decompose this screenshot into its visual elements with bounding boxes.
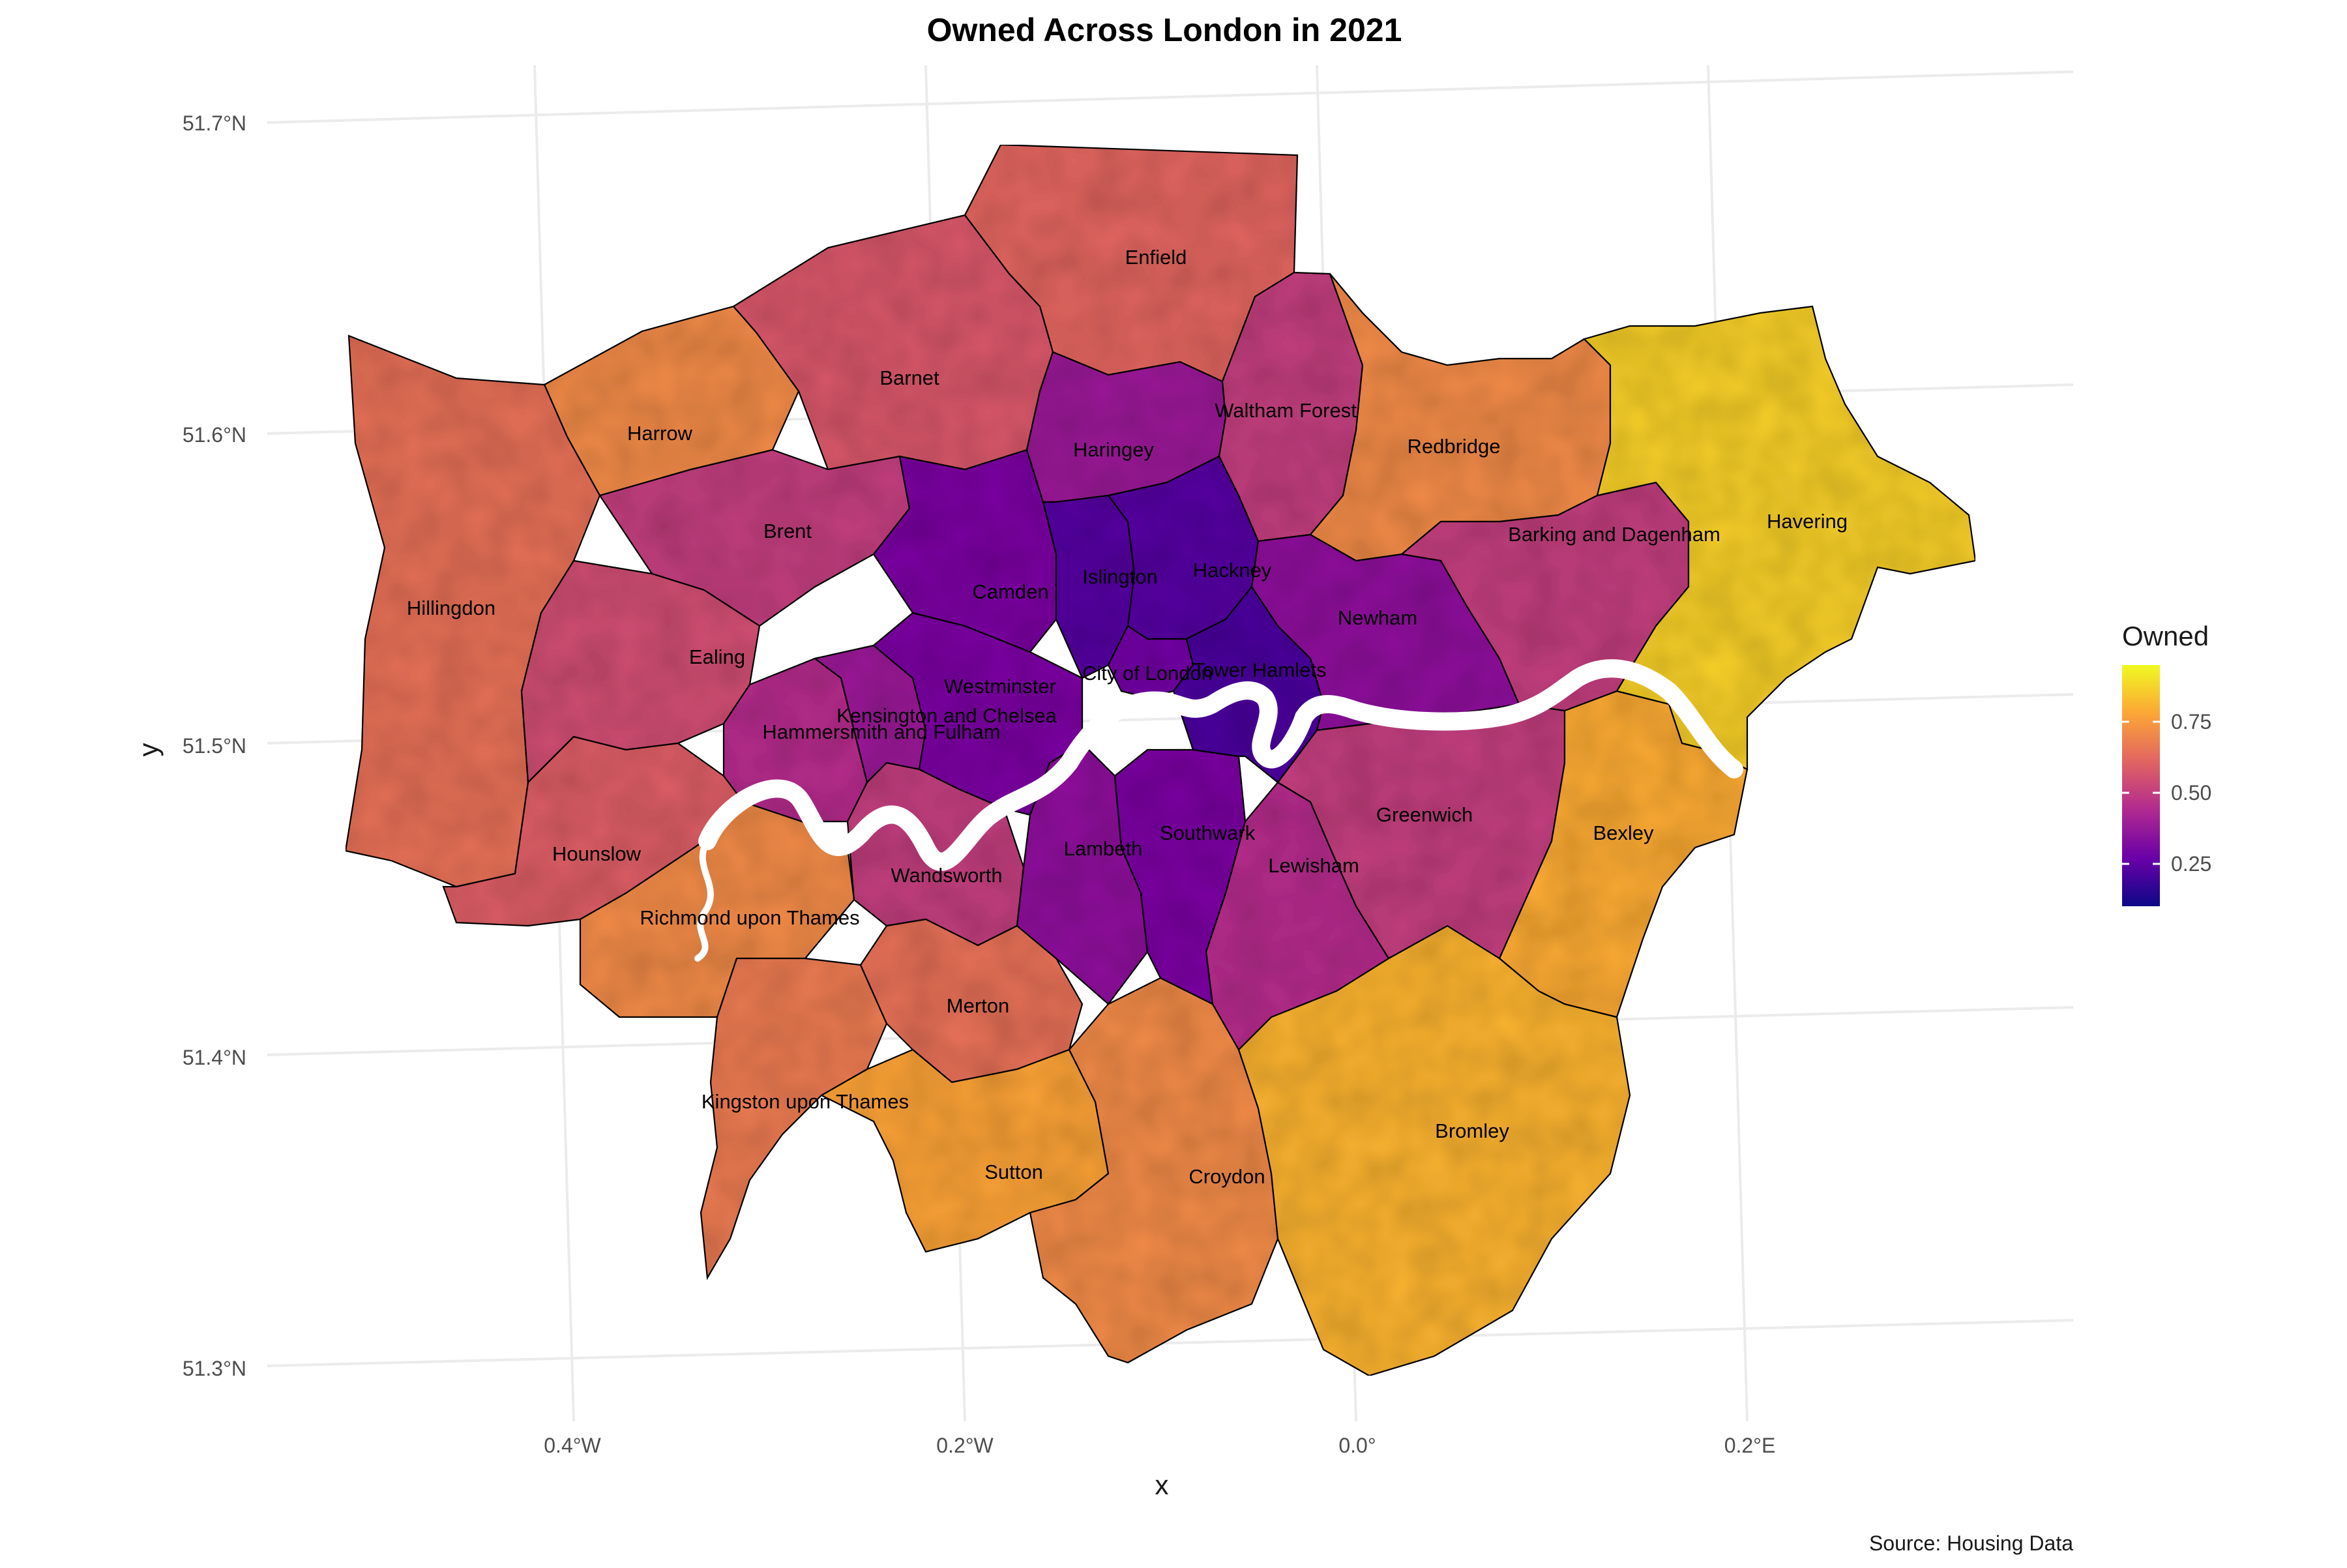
label-newham: Newham bbox=[1338, 606, 1417, 629]
river-thames-west bbox=[694, 838, 714, 962]
legend-colorbar bbox=[2122, 665, 2160, 906]
label-lambeth: Lambeth bbox=[1064, 837, 1143, 860]
grid-line-51-7 bbox=[267, 70, 2074, 124]
label-westminster: Westminster bbox=[944, 675, 1056, 698]
label-kensington: Kensington and Chelsea bbox=[836, 704, 1057, 727]
x-tick-0-2e: 0.2°E bbox=[1724, 1434, 1776, 1457]
label-harrow: Harrow bbox=[627, 422, 693, 445]
label-brent: Brent bbox=[763, 520, 812, 542]
borough-havering bbox=[1582, 305, 1977, 771]
legend-title: Owned bbox=[2122, 621, 2209, 651]
borough-richmond bbox=[579, 801, 855, 1018]
river-thames bbox=[694, 659, 1743, 962]
river-thames-path bbox=[698, 659, 1743, 871]
label-barnet: Barnet bbox=[879, 366, 939, 389]
label-merton: Merton bbox=[947, 994, 1009, 1017]
label-wandsworth: Wandsworth bbox=[891, 864, 1002, 887]
label-bromley: Bromley bbox=[1435, 1119, 1509, 1142]
y-axis-title: y bbox=[133, 743, 164, 757]
label-hounslow: Hounslow bbox=[552, 842, 642, 865]
borough-kingston bbox=[700, 957, 888, 1280]
x-tick-0-0: 0.0° bbox=[1338, 1434, 1376, 1457]
y-tick-51-6: 51.6°N bbox=[183, 423, 246, 447]
grid-line-51-3 bbox=[267, 1319, 2074, 1367]
y-tick-51-4: 51.4°N bbox=[183, 1046, 246, 1069]
y-tick-51-5: 51.5°N bbox=[183, 734, 246, 758]
label-redbridge: Redbridge bbox=[1407, 435, 1500, 458]
label-barking: Barking and Dagenham bbox=[1508, 523, 1720, 546]
label-southwark: Southwark bbox=[1160, 821, 1256, 844]
legend-tick-0-50: 0.50 bbox=[2171, 781, 2211, 805]
source-caption: Source: Housing Data bbox=[1869, 1531, 2073, 1555]
label-ealing: Ealing bbox=[689, 645, 745, 668]
label-kingston: Kingston upon Thames bbox=[701, 1090, 909, 1113]
label-bexley: Bexley bbox=[1593, 821, 1654, 844]
label-havering: Havering bbox=[1767, 510, 1848, 533]
borough-labels: Enfield Barnet Waltham Forest Haringey H… bbox=[407, 246, 1848, 1188]
y-tick-51-7: 51.7°N bbox=[183, 111, 246, 135]
legend-tick-0-25: 0.25 bbox=[2171, 852, 2211, 876]
y-tick-51-3: 51.3°N bbox=[183, 1357, 246, 1380]
borough-camden bbox=[872, 449, 1057, 653]
x-tick-0-2w: 0.2°W bbox=[936, 1434, 994, 1457]
label-croydon: Croydon bbox=[1188, 1165, 1265, 1188]
label-greenwich: Greenwich bbox=[1376, 803, 1473, 826]
label-lewisham: Lewisham bbox=[1268, 854, 1359, 877]
label-sutton: Sutton bbox=[984, 1161, 1043, 1183]
label-city: City of London bbox=[1082, 662, 1213, 685]
label-tower-hamlets: Tower Hamlets bbox=[1193, 658, 1327, 681]
label-islington: Islington bbox=[1082, 565, 1157, 588]
label-waltham-forest: Waltham Forest bbox=[1215, 399, 1357, 422]
label-hammersmith: Hammersmith and Fulham bbox=[762, 720, 1000, 743]
legend-tick-0-75: 0.75 bbox=[2171, 710, 2211, 733]
label-hackney: Hackney bbox=[1193, 559, 1272, 582]
x-axis-title: x bbox=[1155, 1470, 1169, 1500]
label-enfield: Enfield bbox=[1125, 246, 1187, 269]
legend: Owned 0.75 0.50 0.25 bbox=[2122, 621, 2211, 906]
x-tick-0-4w: 0.4°W bbox=[544, 1434, 601, 1457]
borough-polygons bbox=[344, 143, 1977, 1377]
label-haringey: Haringey bbox=[1073, 438, 1155, 461]
label-richmond: Richmond upon Thames bbox=[640, 906, 859, 929]
label-hillingdon: Hillingdon bbox=[407, 597, 495, 619]
borough-brent bbox=[598, 449, 911, 627]
map-title: Owned Across London in 2021 bbox=[927, 12, 1402, 48]
axes: 51.7°N 51.6°N 51.5°N 51.4°N 51.3°N 0.4°W… bbox=[133, 111, 1775, 1500]
label-camden: Camden bbox=[972, 580, 1048, 603]
